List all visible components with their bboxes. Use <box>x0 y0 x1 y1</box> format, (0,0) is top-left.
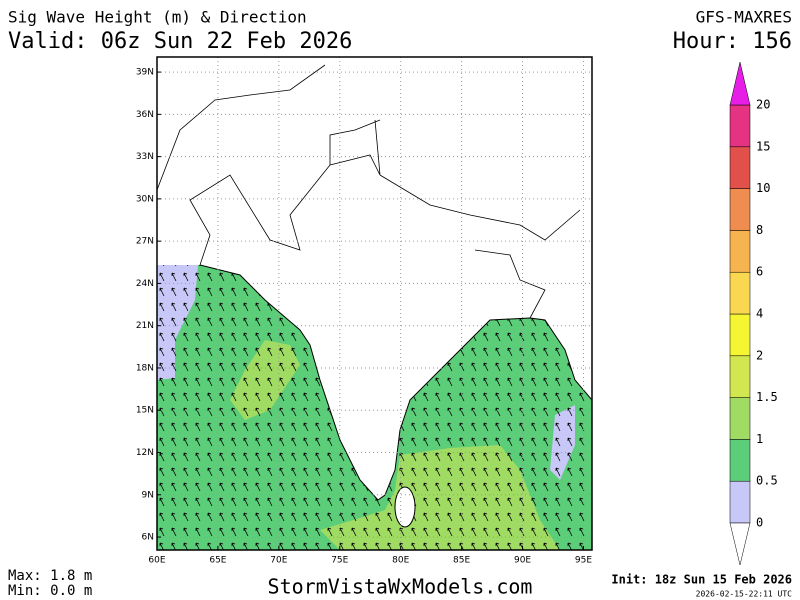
model: GFS-MAXRES <box>696 8 792 27</box>
colorbar-label: 4 <box>756 307 763 321</box>
lat-label: 27N <box>136 237 154 247</box>
colorbar-arrow <box>729 522 751 566</box>
map <box>157 57 592 550</box>
colorbar-segment <box>729 271 751 315</box>
lon-label: 90E <box>514 556 531 566</box>
coastline <box>199 264 592 501</box>
min-value: Min: 0.0 m <box>8 583 92 599</box>
lon-label: 85E <box>453 556 470 566</box>
colorbar-label: 1 <box>756 432 763 446</box>
colorbar-segment <box>729 146 751 189</box>
colorbar-segment <box>729 230 751 273</box>
lat-label: 6N <box>142 533 154 543</box>
init-time: Init: 18z Sun 15 Feb 2026 <box>611 573 792 587</box>
colorbar-segment <box>729 188 751 231</box>
lon-label: 75E <box>331 556 348 566</box>
lat-label: 39N <box>136 68 154 78</box>
lat-label: 15N <box>136 406 154 416</box>
colorbar-label: 10 <box>756 181 770 195</box>
colorbar-label: 20 <box>756 98 770 112</box>
colorbar-label: 8 <box>756 223 763 237</box>
colorbar-segment <box>729 104 751 148</box>
lat-label: 30N <box>136 194 154 204</box>
borders <box>157 64 581 319</box>
map-frame <box>156 56 593 551</box>
timestamp: 2026-02-15-22:11 UTC <box>696 590 793 599</box>
colorbar-label: 1.5 <box>756 390 778 404</box>
lat-label: 21N <box>136 321 154 331</box>
max-value: Max: 1.8 m <box>8 568 92 584</box>
colorbar-label: 2 <box>756 348 763 362</box>
colorbar-label: 15 <box>756 139 770 153</box>
lon-label: 95E <box>575 556 592 566</box>
colorbar-label: 0 <box>756 516 763 530</box>
colorbar-segment <box>729 313 751 357</box>
lon-label: 70E <box>270 556 287 566</box>
colorbar-segment <box>729 439 751 482</box>
lon-label: 60E <box>148 556 165 566</box>
colorbar-label: 0.5 <box>756 474 778 488</box>
forecast-hour: Hour: 156 <box>673 29 792 54</box>
colorbar-segment <box>729 397 751 440</box>
lat-label: 9N <box>142 490 154 500</box>
lat-label: 36N <box>136 110 154 120</box>
colorbar-segment <box>729 480 751 524</box>
valid-time: Valid: 06z Sun 22 Feb 2026 <box>8 29 352 54</box>
lat-label: 24N <box>136 279 154 289</box>
website: StormVistaWxModels.com <box>268 575 533 599</box>
colorbar-label: 6 <box>756 265 763 279</box>
title: Sig Wave Height (m) & Direction <box>8 8 307 27</box>
sri-lanka <box>394 486 416 528</box>
lat-label: 18N <box>136 363 154 373</box>
colorbar-arrow <box>729 61 751 106</box>
colorbar-segment <box>729 355 751 398</box>
lon-label: 65E <box>209 556 226 566</box>
lon-label: 80E <box>392 556 409 566</box>
lat-label: 12N <box>136 448 154 458</box>
lat-label: 33N <box>136 152 154 162</box>
